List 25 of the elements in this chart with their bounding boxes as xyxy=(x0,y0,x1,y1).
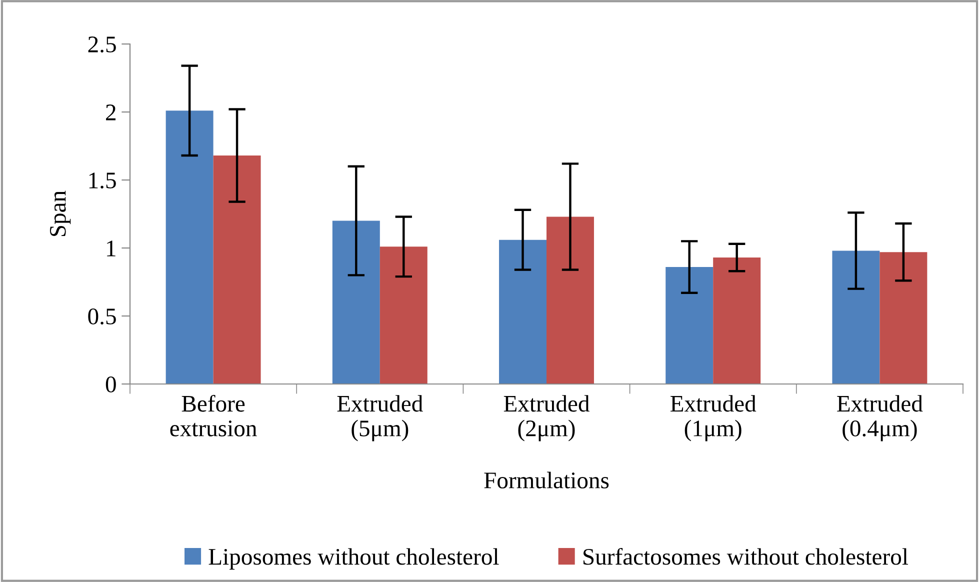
x-tick-label: Before extrusion xyxy=(170,394,257,436)
x-tick-label: Extruded (1μm) xyxy=(670,395,756,442)
bar xyxy=(332,220,380,384)
bar xyxy=(499,240,546,384)
bar xyxy=(713,258,761,384)
bar xyxy=(166,110,214,384)
x-tick-label: Extruded (5μm) xyxy=(337,395,423,442)
legend-label: Surfactosomes without cholesterol xyxy=(584,548,908,565)
x-tick-label: Extruded (0.4μm) xyxy=(837,395,923,442)
legend-label: Liposomes without cholesterol xyxy=(208,548,499,570)
bar xyxy=(880,252,928,384)
y-tick-label: 1 xyxy=(107,240,116,256)
bar xyxy=(546,216,594,384)
bar xyxy=(666,267,714,384)
bar xyxy=(213,156,261,384)
y-tick-label: 2 xyxy=(106,104,116,120)
y-tick-label: 0 xyxy=(106,376,116,392)
x-tick-label: Extruded (2μm) xyxy=(504,395,590,442)
y-tick-label: 1.5 xyxy=(89,172,116,189)
y-tick-label: 0.5 xyxy=(88,308,116,325)
y-tick-label: 2.5 xyxy=(88,36,116,53)
bar xyxy=(380,246,428,384)
bar xyxy=(832,250,880,384)
y-axis-title: Span xyxy=(50,190,71,236)
x-axis-title: Formulations xyxy=(484,472,609,488)
